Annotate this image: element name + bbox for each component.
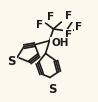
Text: F: F — [75, 22, 82, 32]
Text: S: S — [48, 83, 57, 96]
Text: F: F — [65, 30, 72, 40]
Text: F: F — [65, 11, 72, 21]
Text: F: F — [47, 12, 54, 22]
Text: OH: OH — [52, 38, 69, 48]
Text: F: F — [36, 20, 43, 30]
Text: S: S — [7, 55, 15, 68]
